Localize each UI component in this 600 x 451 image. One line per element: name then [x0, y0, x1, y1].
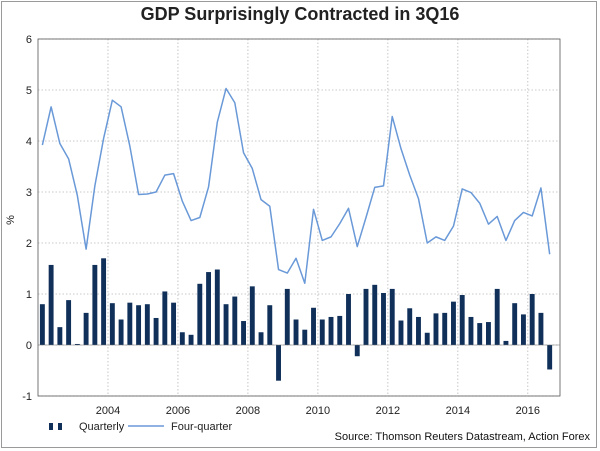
- quarterly-bar: [354, 345, 360, 357]
- quarterly-bar: [503, 340, 509, 345]
- quarterly-bar: [66, 300, 72, 345]
- quarterly-bar: [144, 304, 150, 345]
- x-tick-label: 2006: [166, 405, 190, 417]
- plot-border: [37, 38, 561, 397]
- quarterly-bar: [372, 284, 378, 345]
- y-tick-label: 3: [26, 187, 32, 199]
- y-tick-label: 1: [26, 289, 32, 301]
- quarterly-bar: [529, 294, 535, 345]
- quarterly-bar: [363, 288, 369, 345]
- y-tick-label: 2: [26, 238, 32, 250]
- y-tick-label: 0: [26, 340, 32, 352]
- quarterly-bar: [249, 286, 255, 345]
- quarterly-bar: [459, 295, 465, 345]
- quarterly-bar: [127, 302, 133, 345]
- legend-quarterly-swatch-b: [58, 423, 62, 430]
- legend: Quarterly Four-quarter: [49, 421, 232, 433]
- quarterly-bar: [197, 283, 203, 345]
- axes: -1 0 1 2 3 4 5 6 2004 2006 2008 2010 2012 2014 2016: [22, 34, 561, 417]
- quarterly-bar: [153, 317, 159, 345]
- quarterly-bar: [547, 345, 553, 370]
- quarterly-bar: [232, 296, 238, 345]
- x-tick-label: 2008: [236, 405, 260, 417]
- quarterly-bar: [101, 258, 107, 345]
- quarterly-bar: [162, 291, 168, 345]
- y-tick-label: -1: [22, 391, 32, 403]
- quarterly-bar: [258, 332, 264, 345]
- quarterly-bar: [136, 305, 142, 345]
- quarterly-bar: [442, 312, 448, 345]
- quarterly-bar: [451, 301, 456, 345]
- four-quarter-line-group: [41, 87, 551, 285]
- legend-four-quarter-label: Four-quarter: [171, 421, 232, 433]
- quarterly-bar: [171, 302, 177, 345]
- quarterly-bar: [74, 343, 80, 345]
- y-tick-label: 4: [26, 136, 32, 148]
- quarterly-bar: [109, 303, 115, 345]
- quarterly-bar: [188, 334, 194, 345]
- quarterly-bar: [57, 327, 63, 345]
- x-tick-label: 2016: [516, 405, 540, 417]
- quarterly-bar: [486, 322, 491, 345]
- quarterly-bar: [311, 307, 316, 345]
- quarterly-bar: [389, 288, 395, 345]
- quarterly-bar: [92, 264, 98, 345]
- y-tick-label: 5: [26, 85, 32, 97]
- quarterly-bar: [276, 345, 281, 381]
- quarterly-bar: [468, 316, 474, 345]
- y-tick-label: 6: [26, 34, 32, 46]
- quarterly-bar: [319, 319, 325, 345]
- quarterly-bar: [48, 264, 54, 345]
- quarterly-bar: [407, 308, 413, 345]
- quarterly-bars: [39, 258, 553, 381]
- quarterly-bar: [83, 312, 89, 345]
- quarterly-bar: [520, 314, 526, 345]
- source-note: Source: Thomson Reuters Datastream, Acti…: [334, 431, 590, 443]
- quarterly-bar: [512, 303, 518, 345]
- quarterly-bar: [328, 316, 334, 345]
- quarterly-bar: [477, 323, 483, 345]
- x-tick-label: 2014: [446, 405, 470, 417]
- quarterly-bar: [337, 315, 343, 345]
- quarterly-bar: [416, 316, 421, 345]
- quarterly-bar: [214, 269, 220, 345]
- quarterly-bar: [293, 319, 299, 345]
- quarterly-bar: [118, 319, 124, 345]
- quarterly-bar: [424, 332, 430, 345]
- four-quarter-line: [41, 87, 551, 285]
- quarterly-bar: [433, 313, 439, 345]
- quarterly-bar: [494, 288, 500, 345]
- quarterly-bar: [179, 332, 185, 345]
- quarterly-bar: [381, 292, 386, 345]
- quarterly-bar: [241, 321, 246, 345]
- quarterly-bar: [398, 320, 404, 345]
- legend-quarterly-swatch-a: [49, 423, 53, 430]
- x-tick-label: 2004: [96, 405, 120, 417]
- quarterly-bar: [302, 329, 308, 345]
- x-tick-label: 2012: [376, 405, 400, 417]
- quarterly-bar: [346, 294, 351, 345]
- quarterly-bar: [39, 304, 45, 345]
- quarterly-bar: [538, 312, 544, 345]
- chart-title: GDP Surprisingly Contracted in 3Q16: [140, 4, 460, 24]
- y-axis-label: %: [5, 215, 17, 225]
- quarterly-bar: [267, 305, 273, 345]
- quarterly-bar: [284, 288, 290, 345]
- quarterly-bar: [206, 272, 212, 345]
- quarterly-bar: [223, 304, 229, 345]
- legend-quarterly-label: Quarterly: [79, 421, 125, 433]
- x-tick-label: 2010: [306, 405, 330, 417]
